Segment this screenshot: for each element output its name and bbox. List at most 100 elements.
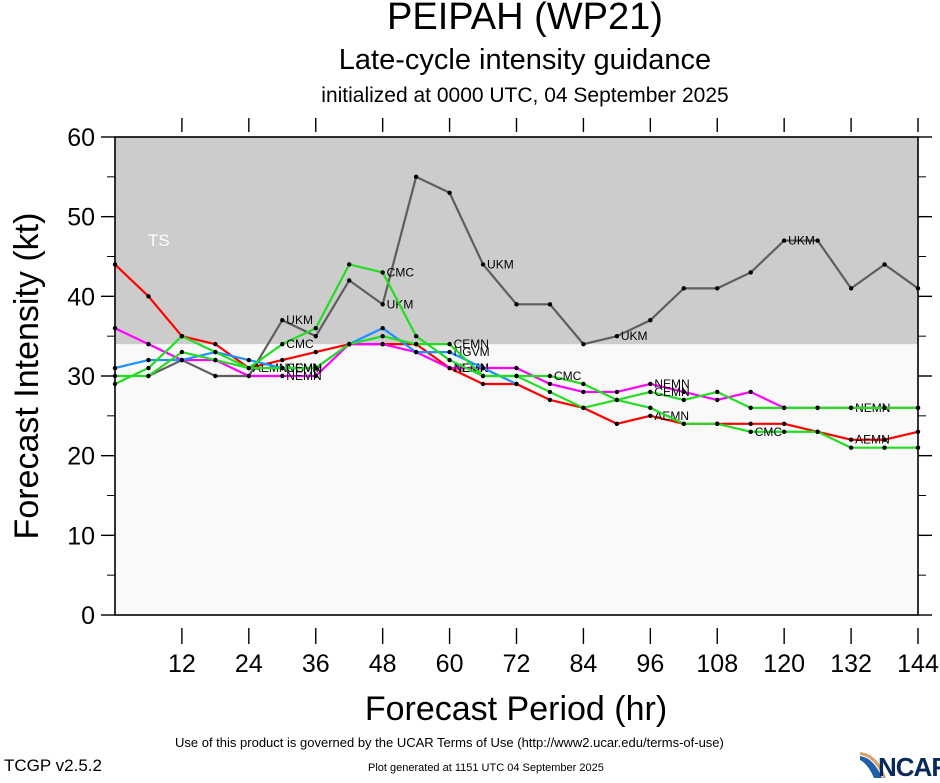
data-point — [413, 174, 419, 180]
data-point — [514, 381, 519, 387]
y-tick-label: 30 — [67, 363, 95, 391]
data-point — [347, 341, 352, 347]
data-point — [781, 405, 787, 411]
x-tick-label: 12 — [168, 650, 196, 678]
data-point — [614, 397, 620, 403]
y-tick-label: 40 — [67, 283, 95, 311]
data-point — [280, 365, 285, 371]
data-point — [413, 333, 419, 339]
data-point — [179, 349, 185, 355]
data-point — [547, 389, 553, 395]
data-point — [146, 357, 151, 363]
data-point — [547, 302, 553, 307]
series-label-nemn: NEMN — [286, 369, 321, 383]
data-point — [313, 333, 318, 339]
y-tick-label: 10 — [67, 522, 95, 550]
data-point — [581, 381, 586, 387]
data-point — [715, 397, 720, 403]
y-tick-label: 60 — [67, 124, 95, 152]
data-point — [213, 349, 218, 355]
data-point — [380, 302, 385, 307]
data-point — [748, 389, 753, 395]
series-cmc: CMC CMC CMC CMC — [112, 262, 921, 450]
data-point — [848, 437, 854, 442]
series-label-nemn: NEMN — [654, 377, 689, 391]
x-tick-label: 144 — [897, 650, 939, 678]
band-label-ts: TS — [148, 231, 170, 250]
data-point — [413, 349, 419, 355]
data-point — [681, 286, 686, 291]
data-point — [748, 421, 753, 426]
data-point — [313, 365, 318, 371]
data-point — [313, 349, 318, 355]
series-label-cmc: CMC — [387, 265, 415, 279]
ncar-logo: NCAR — [858, 750, 940, 782]
data-point — [715, 421, 720, 426]
series-label-cmc: CMC — [755, 425, 783, 439]
data-point — [347, 262, 352, 267]
data-point — [614, 333, 620, 339]
data-point — [447, 190, 452, 195]
ncar-swoosh-icon — [860, 752, 886, 778]
data-point — [380, 341, 385, 347]
y-tick-label: 20 — [67, 443, 95, 471]
data-point — [648, 389, 653, 395]
data-point — [480, 262, 486, 267]
data-point — [681, 389, 686, 395]
data-point — [781, 429, 787, 434]
data-point — [681, 397, 686, 403]
y-tick-label: 50 — [67, 204, 95, 232]
data-point — [614, 421, 620, 426]
data-point — [280, 373, 285, 379]
data-point — [815, 429, 820, 434]
x-tick-label: 48 — [369, 650, 397, 678]
data-point — [480, 373, 486, 379]
version-label: TCGP v2.5.2 — [4, 756, 102, 775]
x-tick-label: 132 — [830, 650, 872, 678]
data-point — [380, 270, 385, 275]
series-label-ukm: UKM — [788, 234, 815, 248]
data-point — [179, 357, 185, 363]
terms-of-use: Use of this product is governed by the U… — [175, 735, 724, 750]
x-tick-label: 72 — [503, 650, 531, 678]
data-point — [213, 373, 218, 379]
series-label-cemn: CEMN — [654, 385, 689, 399]
data-point — [447, 365, 452, 371]
data-point — [313, 326, 318, 331]
data-point — [882, 405, 887, 411]
data-point — [480, 381, 486, 387]
data-point — [815, 238, 820, 243]
data-point — [848, 445, 854, 450]
data-point — [648, 318, 653, 323]
data-point — [514, 365, 519, 371]
data-point — [748, 405, 753, 411]
data-point — [280, 341, 285, 347]
data-point — [179, 333, 185, 339]
y-axis-title: Forecast Intensity (kt) — [8, 213, 46, 540]
data-point — [581, 341, 586, 347]
series-label-cmc: CMC — [286, 337, 314, 351]
data-point — [246, 365, 252, 371]
data-point — [280, 318, 285, 323]
data-point — [380, 326, 385, 331]
data-point — [213, 341, 218, 347]
x-tick-label: 84 — [570, 650, 598, 678]
data-point — [447, 357, 452, 363]
data-point — [413, 341, 419, 347]
data-point — [280, 357, 285, 363]
x-tick-label: 96 — [636, 650, 664, 678]
data-point — [146, 341, 151, 347]
series-label-ukm: UKM — [286, 313, 313, 327]
x-tick-label: 36 — [302, 650, 330, 678]
data-point — [246, 357, 252, 363]
x-tick-label: 60 — [436, 650, 464, 678]
data-point — [848, 286, 854, 291]
data-point — [514, 302, 519, 307]
data-point — [514, 373, 519, 379]
data-point — [781, 238, 787, 243]
series-label-cmc: CMC — [554, 369, 582, 383]
data-point — [781, 421, 787, 426]
data-point — [882, 445, 887, 450]
